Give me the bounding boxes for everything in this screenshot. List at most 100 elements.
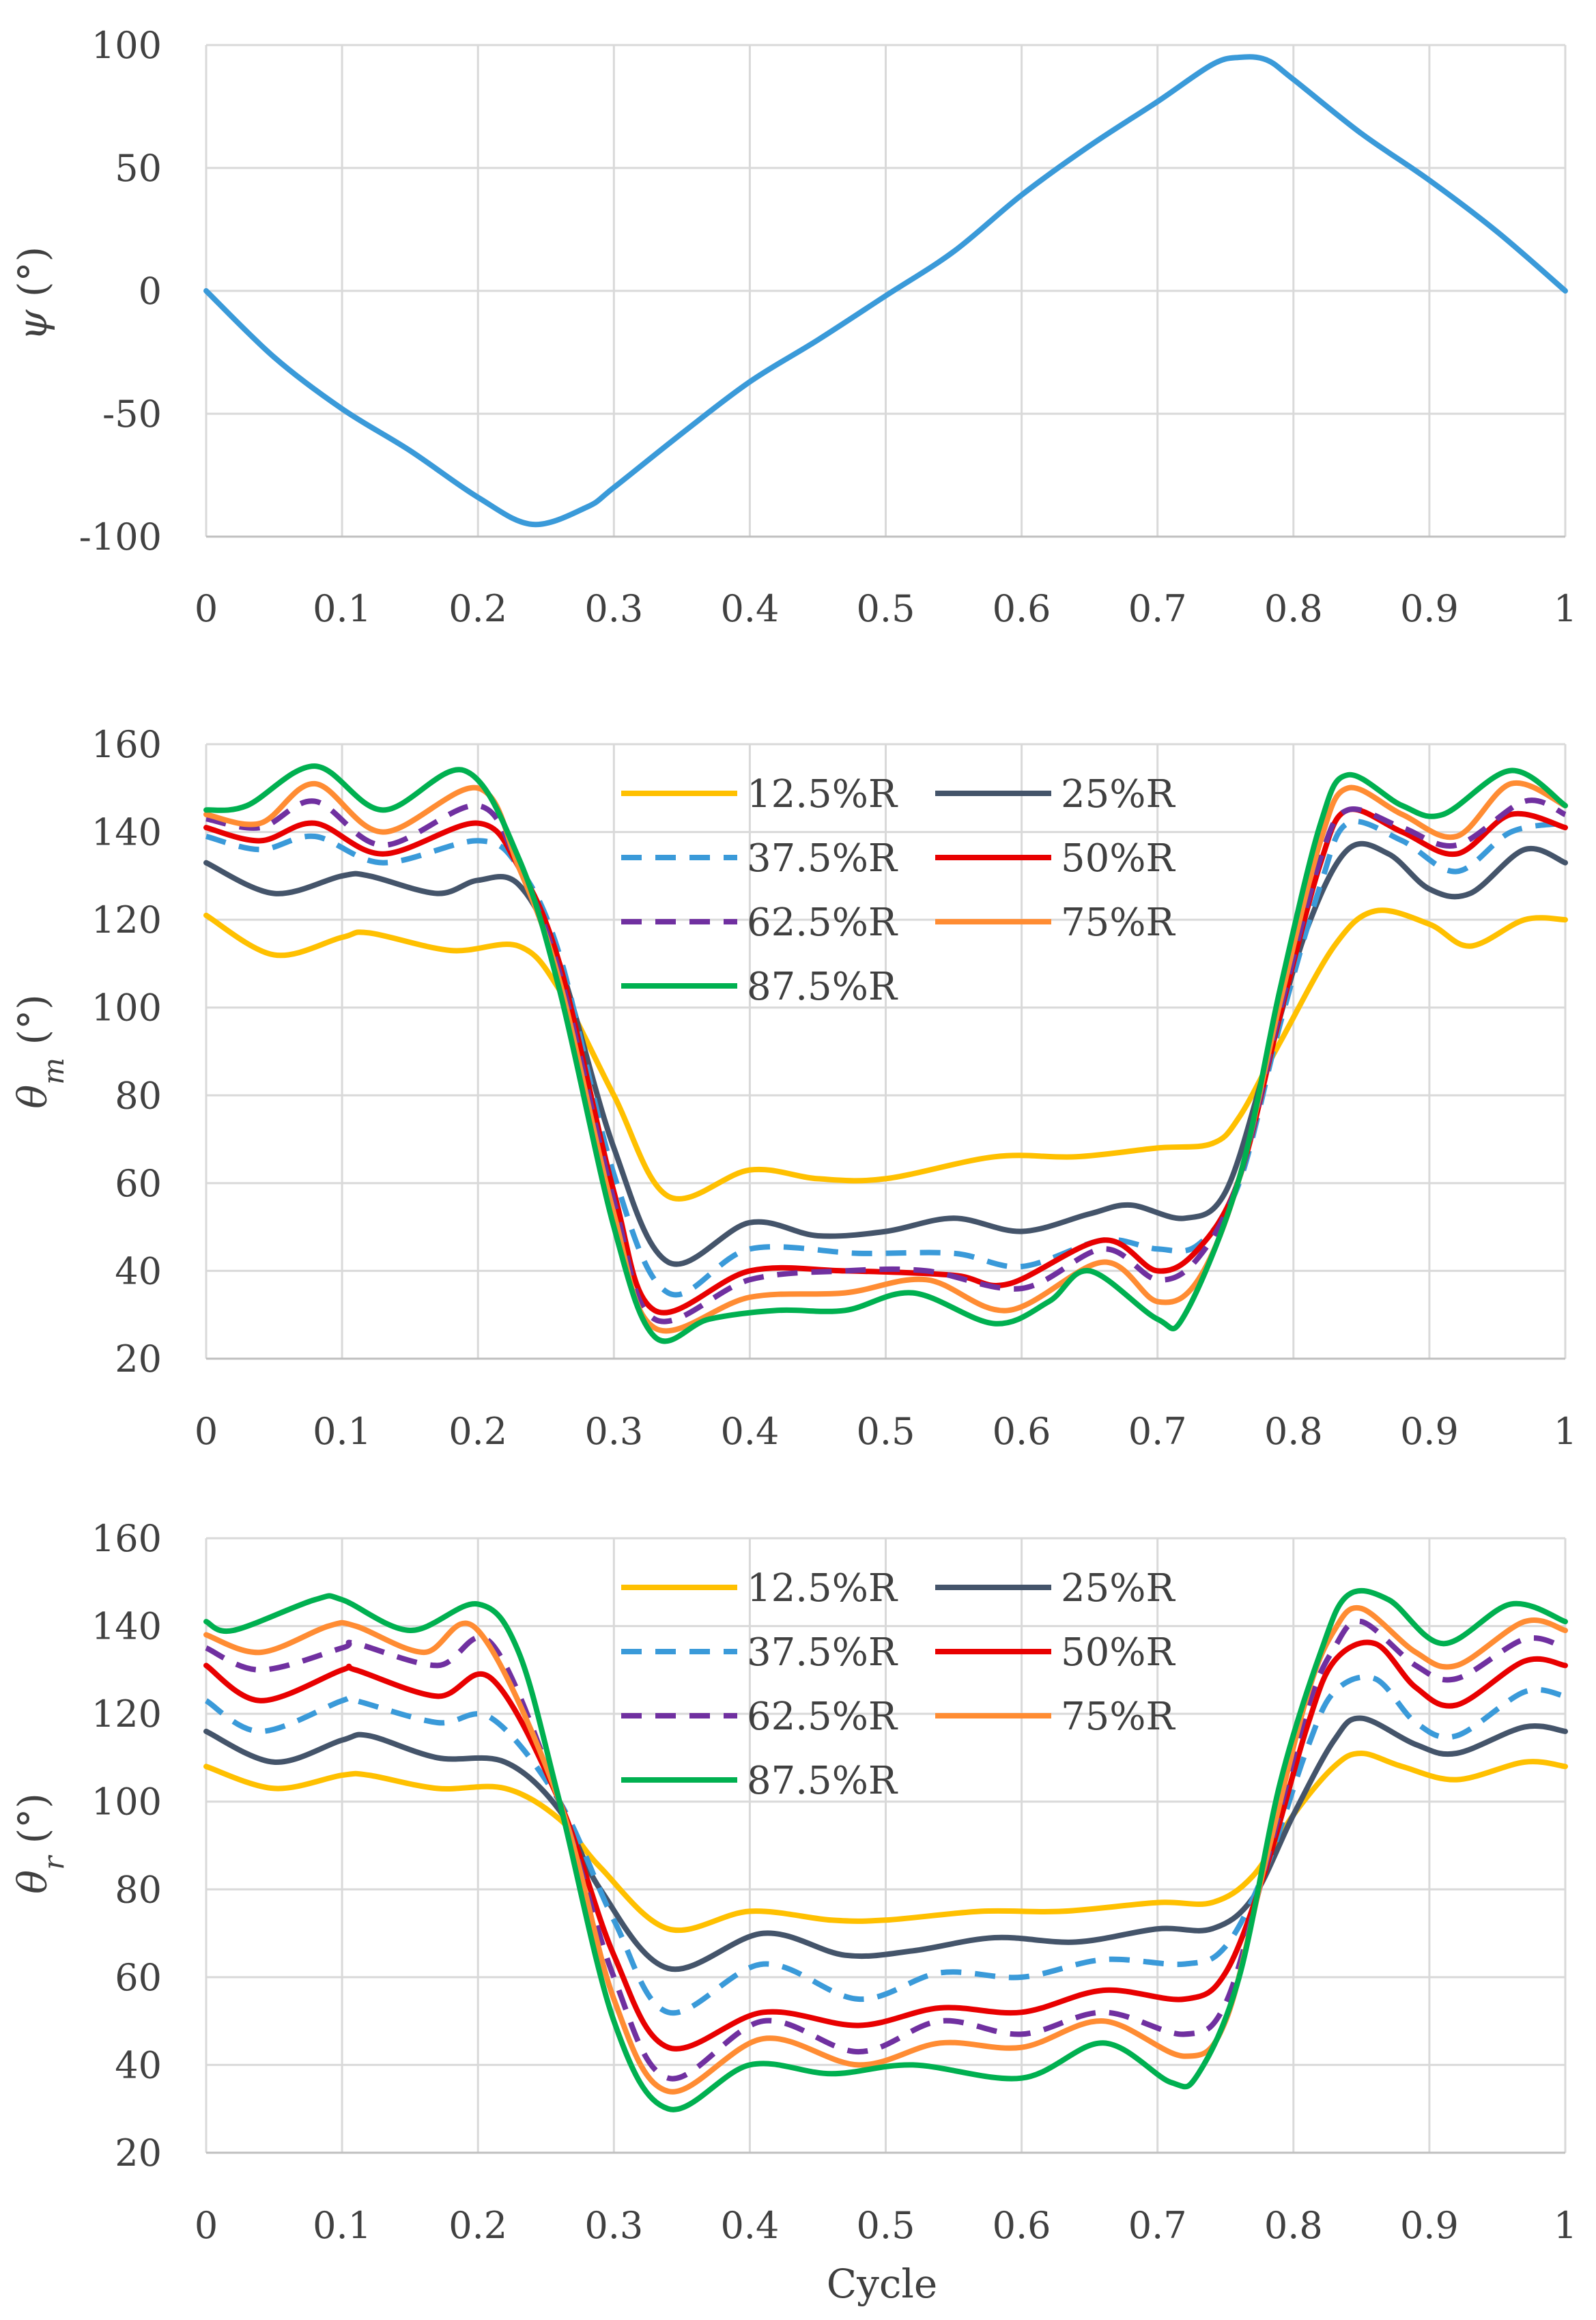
x-tick-label: 0.4 — [720, 587, 779, 630]
legend-item-75pctr: 75%R — [935, 1695, 1175, 1739]
x-tick-label: 0.6 — [993, 587, 1051, 630]
legend-label: 25%R — [1061, 1566, 1175, 1611]
y-tick-label: 40 — [115, 2043, 162, 2086]
legend-label: 62.5%R — [747, 901, 898, 945]
series-line-75pctr — [203, 780, 1568, 1334]
y-tick-label: 60 — [115, 1162, 162, 1205]
legend-label: 37.5%R — [747, 836, 898, 881]
x-tick-label: 0.4 — [720, 2204, 779, 2247]
y-tick-label: 120 — [91, 899, 162, 942]
legend-item-75pctr: 75%R — [935, 901, 1175, 945]
series-line-62-5pctr — [205, 797, 1567, 1325]
series-group-theta-m — [203, 763, 1568, 1344]
legend-item-37-5pctr: 37.5%R — [621, 836, 898, 881]
series-group-theta-r — [203, 1587, 1568, 2112]
y-tick-label: 80 — [115, 1868, 162, 1911]
series-line-25pctr — [203, 1715, 1568, 1972]
legend-label: 12.5%R — [747, 1566, 898, 1611]
series-line- — [203, 54, 1568, 528]
legend-item-62-5pctr: 62.5%R — [621, 1695, 898, 1739]
y-tick-label: 60 — [115, 1956, 162, 1999]
y-tick-label: 140 — [91, 1605, 162, 1648]
legend-item-12-5pctr: 12.5%R — [621, 772, 898, 817]
x-tick-label: 0.4 — [720, 1410, 779, 1453]
y-tick-label: -50 — [102, 393, 162, 436]
x-tick-label: 0.7 — [1128, 1410, 1187, 1453]
x-tick-label: 0.7 — [1128, 587, 1187, 630]
chart-theta-m: 160 140 120 100 80 60 40 20 0 0.1 0.2 0.3 0.4 0.5 0.6… — [10, 723, 1577, 1453]
x-tick-label: 0.1 — [313, 587, 371, 630]
y-tick-label: 140 — [91, 811, 162, 854]
x-tick-label: 0.6 — [993, 2204, 1051, 2247]
legend-label: 37.5%R — [747, 1630, 898, 1675]
series-line-87-5pctr — [203, 763, 1568, 1344]
legend-label: 25%R — [1061, 772, 1175, 817]
legend-label: 75%R — [1061, 1695, 1175, 1739]
legend-label: 75%R — [1061, 901, 1175, 945]
y-tick-label: -100 — [79, 515, 162, 558]
x-tick-label: 0.9 — [1400, 1410, 1459, 1453]
y-tick-label: 20 — [115, 1338, 162, 1381]
series-line-75pctr — [203, 1604, 1568, 2095]
x-tick-label: 0.5 — [857, 587, 915, 630]
x-tick-label: 0.9 — [1400, 587, 1459, 630]
x-tick-label: 0.6 — [993, 1410, 1051, 1453]
y-tick-label: 160 — [91, 723, 162, 766]
x-tick-label: 1 — [1554, 1410, 1577, 1453]
series-group-psi — [203, 54, 1568, 528]
x-tick-label: 0.8 — [1264, 2204, 1323, 2247]
legend-item-87-5pctr: 87.5%R — [621, 965, 898, 1009]
y-tick-label: 120 — [91, 1693, 162, 1736]
x-tick-label: 0.2 — [448, 1410, 507, 1453]
y-tick-label: 160 — [91, 1517, 162, 1560]
series-line-12-5pctr — [203, 1751, 1568, 1934]
x-tick-label: 0.1 — [313, 2204, 371, 2247]
x-tick-label: 0 — [195, 587, 218, 630]
x-tick-label: 0.1 — [313, 1410, 371, 1453]
x-tick-label: 0.5 — [857, 2204, 915, 2247]
x-tick-label: 0.8 — [1264, 1410, 1323, 1453]
y-axis-label-theta-m: θm (°) — [10, 994, 70, 1108]
x-axis-label-cycle: Cycle — [827, 2261, 938, 2307]
series-line-62-5pctr — [205, 1618, 1567, 2082]
y-tick-label: 100 — [91, 24, 162, 67]
x-ticks-psi: 0 0.1 0.2 0.3 0.4 0.5 0.6 0.7 0.8 0.9 1 — [195, 587, 1577, 630]
x-tick-label: 0.5 — [857, 1410, 915, 1453]
legend-item-25pctr: 25%R — [935, 1566, 1175, 1611]
series-line-37-5pctr — [205, 819, 1566, 1298]
x-tick-label: 0.2 — [448, 587, 507, 630]
grid-psi — [205, 44, 1567, 538]
x-tick-label: 1 — [1554, 2204, 1577, 2247]
y-axis-label-psi: ψ (°) — [10, 246, 56, 341]
x-tick-label: 0.3 — [584, 2204, 643, 2247]
y-tick-label: 100 — [91, 987, 162, 1030]
grid-theta-m — [205, 743, 1567, 1360]
legend-item-62-5pctr: 62.5%R — [621, 901, 898, 945]
y-ticks-theta-r: 160 140 120 100 80 60 40 20 — [91, 1517, 162, 2175]
legend-item-50pctr: 50%R — [935, 1630, 1175, 1675]
legend-item-50pctr: 50%R — [935, 836, 1175, 881]
legend-theta-m: 12.5%R 25%R 37.5%R 50%R 62.5%R 75%R 87.5%R — [621, 772, 1175, 1009]
y-tick-label: 20 — [115, 2132, 162, 2175]
grid-theta-r — [205, 1537, 1567, 2154]
legend-label: 50%R — [1061, 836, 1175, 881]
x-ticks-theta-r: 0 0.1 0.2 0.3 0.4 0.5 0.6 0.7 0.8 0.9 1 — [195, 2204, 1577, 2247]
legend-item-37-5pctr: 37.5%R — [621, 1630, 898, 1675]
x-tick-label: 0.3 — [584, 1410, 643, 1453]
x-tick-label: 0 — [195, 1410, 218, 1453]
series-line-50pctr — [203, 1639, 1568, 2052]
legend-label: 87.5%R — [747, 1759, 898, 1803]
x-tick-label: 0.9 — [1400, 2204, 1459, 2247]
y-tick-label: 0 — [139, 270, 162, 313]
legend-item-12-5pctr: 12.5%R — [621, 1566, 898, 1611]
series-line-37-5pctr — [204, 1674, 1566, 2016]
x-tick-label: 1 — [1554, 587, 1577, 630]
y-tick-label: 40 — [115, 1249, 162, 1292]
y-tick-label: 50 — [115, 147, 162, 190]
legend-label: 87.5%R — [747, 965, 898, 1009]
legend-item-87-5pctr: 87.5%R — [621, 1759, 898, 1803]
legend-label: 50%R — [1061, 1630, 1175, 1675]
y-ticks-psi: 100 50 0 -50 -100 — [79, 24, 162, 558]
